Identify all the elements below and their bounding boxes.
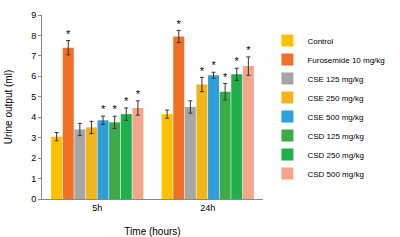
svg-text:CSE 250 mg/kg: CSE 250 mg/kg	[307, 94, 363, 103]
svg-text:*: *	[211, 59, 216, 71]
svg-text:3: 3	[31, 133, 36, 143]
svg-text:1: 1	[31, 174, 36, 184]
svg-text:CSD 125 mg/kg: CSD 125 mg/kg	[307, 132, 363, 141]
svg-text:*: *	[101, 103, 106, 115]
svg-text:Urine output (ml): Urine output (ml)	[3, 70, 14, 144]
svg-text:4: 4	[31, 112, 36, 122]
svg-text:CSE 125 mg/kg: CSE 125 mg/kg	[307, 75, 363, 84]
svg-text:9: 9	[31, 10, 36, 20]
svg-text:8: 8	[31, 31, 36, 41]
svg-text:CSD 500 mg/kg: CSD 500 mg/kg	[307, 170, 363, 179]
svg-text:*: *	[177, 18, 182, 30]
svg-text:CSD 250 mg/kg: CSD 250 mg/kg	[307, 151, 363, 160]
svg-text:*: *	[113, 103, 118, 115]
svg-text:0: 0	[31, 194, 36, 204]
svg-text:*: *	[136, 88, 141, 100]
svg-text:2: 2	[31, 153, 36, 163]
svg-text:24h: 24h	[200, 203, 215, 213]
svg-text:6: 6	[31, 71, 36, 81]
svg-text:*: *	[246, 44, 251, 56]
svg-text:*: *	[223, 71, 228, 83]
svg-text:5: 5	[31, 92, 36, 102]
svg-text:*: *	[235, 55, 240, 67]
svg-text:7: 7	[31, 51, 36, 61]
svg-text:5h: 5h	[92, 203, 102, 213]
svg-text:CSE 500 mg/kg: CSE 500 mg/kg	[307, 113, 363, 122]
svg-text:Time (hours): Time (hours)	[124, 226, 180, 237]
svg-text:Control: Control	[307, 37, 333, 46]
svg-text:*: *	[124, 95, 129, 107]
svg-text:Furosemide 10 mg/kg: Furosemide 10 mg/kg	[307, 56, 384, 65]
svg-text:*: *	[200, 65, 205, 77]
svg-text:*: *	[66, 28, 71, 40]
